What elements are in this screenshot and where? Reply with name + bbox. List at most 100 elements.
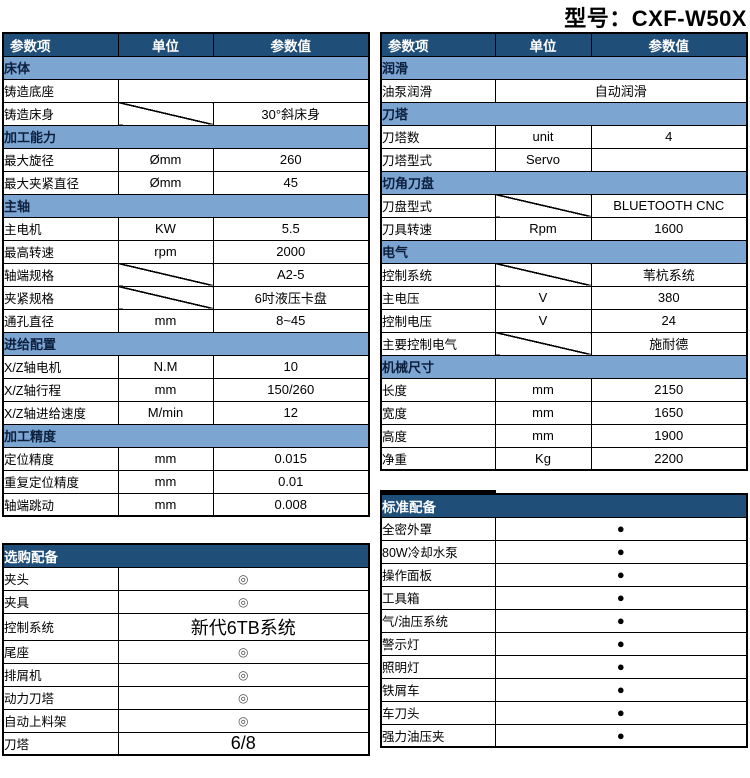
diagonal-cell: [117, 285, 214, 310]
param-name-cell: 净重: [380, 446, 496, 471]
spec-row: 高度 mm 1900: [380, 423, 748, 448]
diagonal-cell: [494, 262, 592, 287]
unit-cell: Ømm: [117, 170, 214, 195]
param-name-cell: 刀盘型式: [380, 193, 496, 218]
equipment-row: 工具箱 ●: [380, 585, 748, 610]
equipment-name-cell: 控制系统: [2, 612, 119, 641]
param-name-cell: 通孔直径: [2, 308, 119, 333]
spec-row: 长度 mm 2150: [380, 377, 748, 402]
param-name-cell: 铸造床身: [2, 101, 119, 126]
section-label: 加工能力: [2, 124, 370, 149]
equipment-row: 车刀头 ●: [380, 700, 748, 725]
param-name-cell: 重复定位精度: [2, 469, 119, 494]
optional-equipment-table: 选购配备 夹头 ◎ 夹具 ◎ 控制系统 新代6TB系统 尾座 ◎ 排屑机 ◎ 动力刀塔 ◎ 自动上料架 ◎…: [2, 543, 370, 756]
equipment-name-cell: 尾座: [2, 639, 119, 664]
param-name-cell: 主电压: [380, 285, 496, 310]
section-row: 主轴: [2, 193, 370, 218]
optional-bullet-cell: ◎: [117, 685, 370, 710]
spec-row: 定位精度 mm 0.015: [2, 446, 370, 471]
spec-row: 最高转速 rpm 2000: [2, 239, 370, 264]
equipment-row: 自动上料架 ◎: [2, 708, 370, 733]
right-spec-table: 参数项 单位 参数值 润滑 油泵润滑 自动润滑 刀塔 刀塔数 unit 4 刀塔型式 Servo…: [380, 32, 748, 471]
unit-cell: V: [494, 285, 592, 310]
diagonal-cell: [494, 331, 592, 356]
table-header-row: 参数项 单位 参数值: [380, 32, 748, 57]
value-cell: 12: [212, 400, 370, 425]
section-label: 电气: [380, 239, 748, 264]
value-cell: 150/260: [212, 377, 370, 402]
spec-row: 夹紧规格 6吋液压卡盘: [2, 285, 370, 310]
value-cell: BLUETOOTH CNC: [590, 193, 748, 218]
equipment-name-cell: 动力刀塔: [2, 685, 119, 710]
equipment-row: 强力油压夹 ●: [380, 723, 748, 748]
value-cell: 5.5: [212, 216, 370, 241]
param-name-cell: 主电机: [2, 216, 119, 241]
optional-bullet-cell: ◎: [117, 589, 370, 614]
spec-row: 轴端跳动 mm 0.008: [2, 492, 370, 517]
spec-row: 轴端规格 A2-5: [2, 262, 370, 287]
equipment-name-cell: 全密外罩: [380, 516, 496, 541]
param-name-cell: 最大旋径: [2, 147, 119, 172]
section-row: 刀塔: [380, 101, 748, 126]
value-cell: 0.015: [212, 446, 370, 471]
section-row: 机械尺寸: [380, 354, 748, 379]
equipment-name-cell: 操作面板: [380, 562, 496, 587]
right-column: 参数项 单位 参数值 润滑 油泵润滑 自动润滑 刀塔 刀塔数 unit 4 刀塔型式 Servo…: [380, 32, 748, 748]
param-name-cell: 油泵润滑: [380, 78, 496, 103]
param-name-cell: 轴端规格: [2, 262, 119, 287]
param-name-cell: 刀具转速: [380, 216, 496, 241]
value-cell: 10: [212, 354, 370, 379]
spec-row: X/Z轴电机 N.M 10: [2, 354, 370, 379]
diagonal-cell: [494, 193, 592, 218]
standard-bullet-cell: ●: [494, 677, 748, 702]
value-cell: 380: [590, 285, 748, 310]
value-cell: 30°斜床身: [212, 101, 370, 126]
equipment-name-cell: 警示灯: [380, 631, 496, 656]
value-cell: 4: [590, 124, 748, 149]
standard-bullet-cell: ●: [494, 516, 748, 541]
value-cell: 24: [590, 308, 748, 333]
col-header-value: 参数值: [590, 32, 748, 57]
unit-cell: Servo: [494, 147, 592, 172]
unit-cell: mm: [117, 377, 214, 402]
section-label: 加工精度: [2, 423, 370, 448]
section-label: 刀塔: [380, 101, 748, 126]
spec-row: 控制系统 苇杭系统: [380, 262, 748, 287]
unit-cell: mm: [117, 492, 214, 517]
value-cell: 1650: [590, 400, 748, 425]
unit-cell: mm: [494, 400, 592, 425]
standard-bullet-cell: ●: [494, 631, 748, 656]
standard-bullet-cell: ●: [494, 700, 748, 725]
section-label: 进给配置: [2, 331, 370, 356]
spec-row: 铸造底座: [2, 78, 370, 103]
param-name-cell: 长度: [380, 377, 496, 402]
col-header-value: 参数值: [212, 32, 370, 57]
param-name-cell: 最大夹紧直径: [2, 170, 119, 195]
standard-bullet-cell: ●: [494, 654, 748, 679]
section-row: 切角刀盘: [380, 170, 748, 195]
value-cell: 2200: [590, 446, 748, 471]
spec-row: 宽度 mm 1650: [380, 400, 748, 425]
spec-row: 刀具转速 Rpm 1600: [380, 216, 748, 241]
equipment-row: 动力刀塔 ◎: [2, 685, 370, 710]
unit-cell: mm: [117, 469, 214, 494]
optional-bullet-cell: ◎: [117, 566, 370, 591]
equipment-row: 夹具 ◎: [2, 589, 370, 614]
spec-row: 主要控制电气 施耐德: [380, 331, 748, 356]
section-row: 床体: [2, 55, 370, 80]
unit-cell: mm: [117, 446, 214, 471]
value-cell: [590, 147, 748, 172]
spec-row: 主电机 KW 5.5: [2, 216, 370, 241]
spec-row: 刀塔数 unit 4: [380, 124, 748, 149]
equipment-row: 铁屑车 ●: [380, 677, 748, 702]
equipment-row: 刀塔 6/8: [2, 731, 370, 756]
equipment-row: 照明灯 ●: [380, 654, 748, 679]
col-header-unit: 单位: [494, 32, 592, 57]
optional-bullet-cell: ◎: [117, 639, 370, 664]
equipment-row: 排屑机 ◎: [2, 662, 370, 687]
value-cell: 施耐德: [590, 331, 748, 356]
spec-row: 通孔直径 mm 8~45: [2, 308, 370, 333]
standard-bullet-cell: ●: [494, 562, 748, 587]
equipment-row: 气/油压系统 ●: [380, 608, 748, 633]
